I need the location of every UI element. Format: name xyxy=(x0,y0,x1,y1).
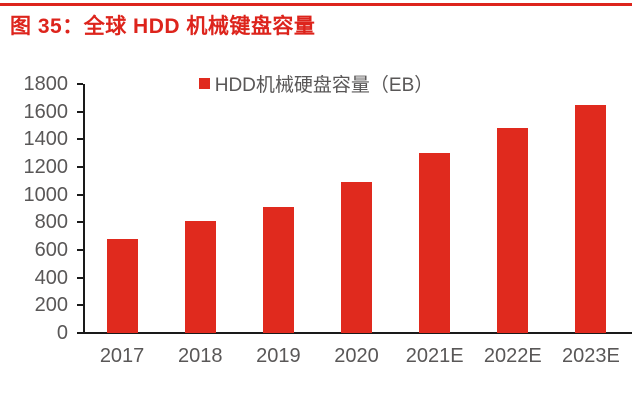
bar-slot xyxy=(552,84,630,333)
x-axis-labels: 2017 2018 2019 2020 2021E 2022E 2023E xyxy=(83,343,630,369)
bar-slot xyxy=(317,84,395,333)
y-tick-label: 1200 xyxy=(23,156,69,178)
x-tick-label: 2023E xyxy=(561,345,620,367)
x-tick-label: 2019 xyxy=(256,345,301,367)
y-tick-label: 1800 xyxy=(23,73,69,95)
bar-slot xyxy=(161,84,239,333)
top-rule-divider xyxy=(0,3,632,6)
y-tick-mark xyxy=(77,83,83,85)
x-tick-label: 2020 xyxy=(334,345,379,367)
y-tick-mark xyxy=(77,110,83,113)
x-tick-label: 2018 xyxy=(177,345,223,367)
bar xyxy=(262,207,294,333)
x-tick-label: 2021E xyxy=(405,345,464,367)
y-tick-mark xyxy=(77,193,83,196)
bar-slot xyxy=(83,84,161,333)
y-tick-label: 600 xyxy=(34,239,68,261)
y-axis-line xyxy=(83,84,85,333)
bar xyxy=(106,238,138,333)
y-tick-mark xyxy=(77,249,83,251)
figure-title: 图 35：全球 HDD 机械键盘容量 xyxy=(10,15,316,38)
bar-slot xyxy=(474,84,552,333)
y-tick-mark xyxy=(77,332,83,334)
y-tick-mark xyxy=(77,221,83,224)
y-tick-label: 1600 xyxy=(23,100,69,123)
bar-slot xyxy=(396,84,474,333)
x-tick-label: 2017 xyxy=(99,345,145,367)
y-tick-label: 200 xyxy=(34,294,68,317)
bar xyxy=(497,128,529,333)
y-tick-label: 800 xyxy=(34,211,68,234)
bars-row xyxy=(83,84,630,333)
x-axis-line xyxy=(83,332,632,334)
bar-slot xyxy=(239,84,317,333)
chart-legend: HDD机械硬盘容量（EB） xyxy=(0,70,632,97)
bar xyxy=(340,182,372,333)
x-tick-label: 2022E xyxy=(483,345,542,367)
plot-area xyxy=(83,84,630,333)
y-tick-mark xyxy=(77,276,83,279)
y-tick-label: 1000 xyxy=(23,183,69,206)
y-tick-mark xyxy=(77,138,83,141)
bar xyxy=(419,153,451,333)
bar xyxy=(575,104,607,333)
y-tick-label: 400 xyxy=(34,266,68,289)
y-tick-label: 1400 xyxy=(23,128,69,151)
legend-label: HDD机械硬盘容量（EB） xyxy=(214,75,434,96)
y-tick-label: 0 xyxy=(56,322,68,344)
bar xyxy=(184,220,216,333)
y-tick-mark xyxy=(77,166,83,168)
legend-swatch-icon xyxy=(198,78,210,89)
y-tick-mark xyxy=(77,304,83,307)
